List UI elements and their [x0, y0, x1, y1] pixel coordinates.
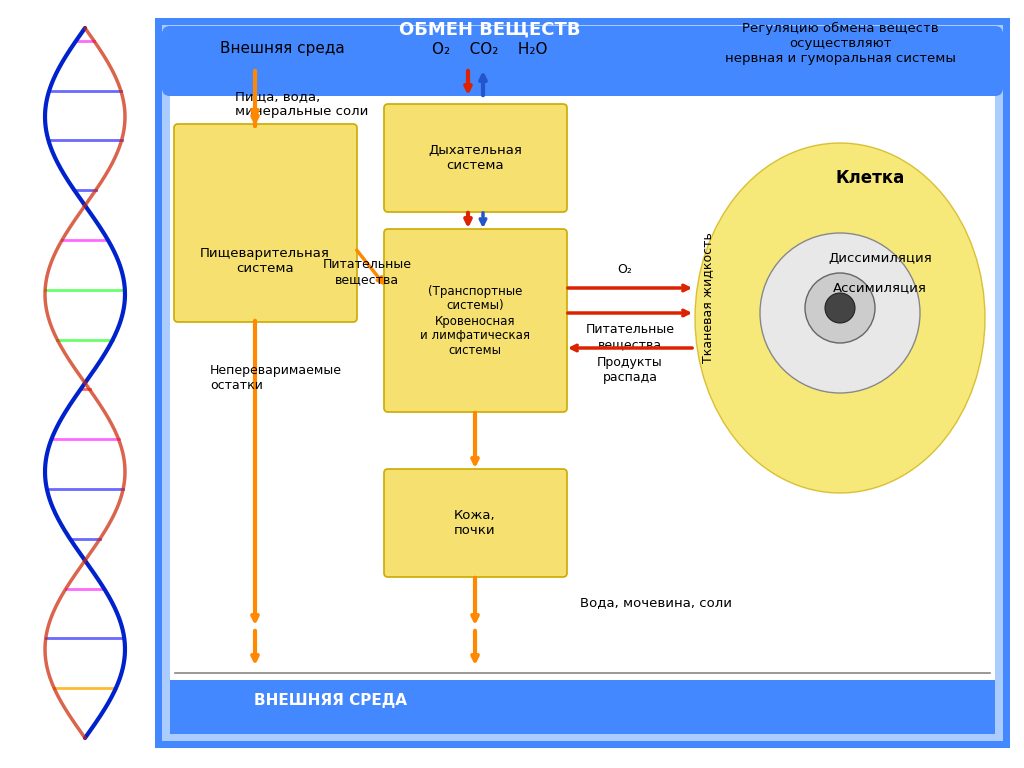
- Text: Клетка: Клетка: [836, 169, 904, 187]
- Ellipse shape: [695, 143, 985, 493]
- Text: ОБМЕН ВЕЩЕСТВ: ОБМЕН ВЕЩЕСТВ: [399, 21, 581, 39]
- Text: ВНЕШНЯЯ СРЕДА: ВНЕШНЯЯ СРЕДА: [254, 693, 407, 707]
- Text: O₂: O₂: [617, 263, 633, 276]
- Text: Регуляцию обмена веществ
осуществляют
нервная и гуморальная системы: Регуляцию обмена веществ осуществляют не…: [725, 22, 955, 65]
- Text: Ассимиляция: Ассимиляция: [834, 282, 927, 294]
- Text: Непереваримаемые
остатки: Непереваримаемые остатки: [210, 364, 342, 392]
- Text: (Транспортные
системы)
Кровеносная
и лимфатическая
системы: (Транспортные системы) Кровеносная и лим…: [420, 284, 530, 357]
- Circle shape: [825, 293, 855, 323]
- FancyBboxPatch shape: [155, 18, 1010, 748]
- FancyBboxPatch shape: [384, 104, 567, 212]
- Text: O₂    CO₂    H₂O: O₂ CO₂ H₂O: [432, 42, 548, 58]
- Text: Продукты
распада: Продукты распада: [597, 356, 663, 384]
- Text: Тканевая жидкость: Тканевая жидкость: [701, 233, 715, 363]
- Circle shape: [760, 233, 920, 393]
- FancyBboxPatch shape: [174, 124, 357, 322]
- Text: Дыхательная
система: Дыхательная система: [428, 144, 522, 172]
- FancyBboxPatch shape: [170, 680, 995, 734]
- Text: Диссимиляция: Диссимиляция: [828, 251, 932, 264]
- FancyBboxPatch shape: [162, 26, 1002, 96]
- Text: Кожа,
почки: Кожа, почки: [455, 509, 496, 537]
- FancyBboxPatch shape: [384, 229, 567, 412]
- Text: Внешняя среда: Внешняя среда: [220, 41, 345, 55]
- Text: Вода, мочевина, соли: Вода, мочевина, соли: [580, 597, 732, 610]
- FancyBboxPatch shape: [384, 469, 567, 577]
- Text: Питательные
вещества: Питательные вещества: [586, 323, 675, 351]
- Text: Пища, вода,
минеральные соли: Пища, вода, минеральные соли: [234, 90, 369, 118]
- Text: Пищеварительная
система: Пищеварительная система: [200, 247, 330, 275]
- FancyBboxPatch shape: [162, 25, 1002, 741]
- Circle shape: [805, 273, 874, 343]
- FancyBboxPatch shape: [170, 34, 995, 734]
- Text: Питательные
вещества: Питательные вещества: [323, 258, 412, 286]
